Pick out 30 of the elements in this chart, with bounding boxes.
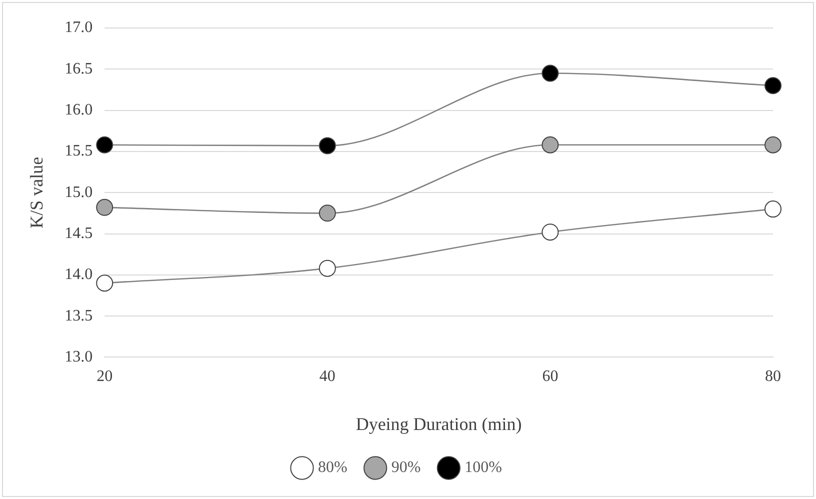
point	[318, 204, 336, 222]
point	[318, 137, 336, 154]
legend-label: 100%	[464, 459, 502, 476]
x-tick-label: 40	[319, 368, 336, 386]
y-tick-label: 13.0	[64, 348, 93, 366]
x-axis-title: Dyeing Duration (min)	[356, 414, 522, 434]
y-tick-label: 15.5	[64, 142, 93, 160]
y-tick-label: 16.5	[64, 60, 93, 78]
point	[96, 274, 114, 292]
point	[764, 200, 782, 218]
point	[318, 260, 336, 277]
point	[96, 198, 114, 216]
point	[96, 136, 114, 154]
y-tick-label: 14.5	[64, 224, 93, 242]
point	[764, 136, 782, 154]
point	[542, 64, 559, 82]
y-tick-label: 15.0	[64, 184, 93, 201]
y-axis-title: K/S value	[26, 156, 47, 228]
y-tick-label: 16.0	[64, 102, 93, 119]
y-tick-label: 13.5	[64, 307, 93, 324]
point	[764, 77, 782, 94]
x-tick-label: 80	[765, 368, 781, 386]
legend-label: 80%	[318, 459, 348, 476]
y-tick-label: 17.0	[64, 19, 93, 36]
point	[542, 224, 559, 241]
x-tick-label: 20	[96, 368, 113, 386]
legend-label: 90%	[391, 459, 421, 476]
y-tick-label: 14.0	[64, 266, 93, 284]
x-tick-label: 60	[542, 368, 558, 386]
point	[542, 136, 559, 154]
